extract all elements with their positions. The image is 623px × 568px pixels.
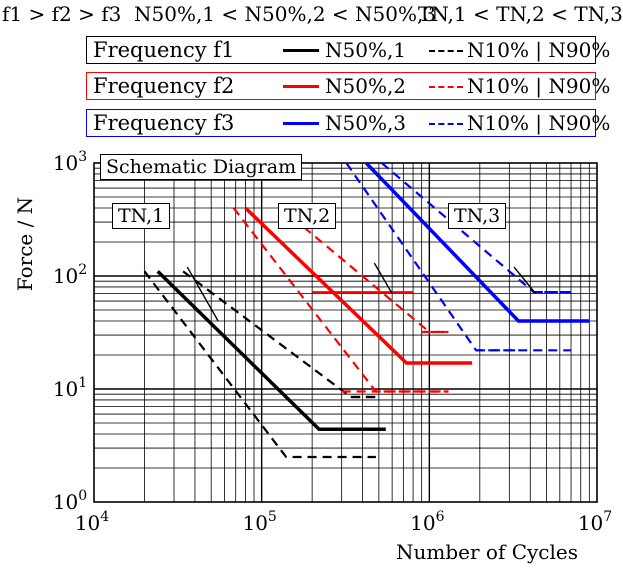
- plot-frame: [93, 162, 598, 503]
- tn3-label: TN,3: [448, 203, 507, 229]
- tn1-label: TN,1: [112, 203, 171, 229]
- legend-solid-line: [283, 85, 319, 88]
- series-line-3: [244, 206, 473, 365]
- y-tick-label: 101: [53, 375, 87, 401]
- series-line-0: [156, 270, 386, 432]
- legend-solid-label: N50%,1: [325, 38, 407, 62]
- x-tick-label: 105: [242, 509, 276, 535]
- x-tick-label: 107: [578, 509, 612, 535]
- series-line-5: [280, 207, 449, 334]
- legend-row-f1: Frequency f1 N50%,1 N10% | N90%: [86, 36, 610, 64]
- y-axis-label: Force / N: [13, 196, 38, 292]
- series-line-2: [182, 270, 376, 399]
- legend-dashed-line: [429, 50, 463, 52]
- tn2-label: TN,2: [278, 203, 337, 229]
- legend-dashed-label: N10% | N90%: [467, 111, 611, 135]
- legend-frequency-label: Frequency f2: [93, 74, 235, 98]
- n50-order: N50%,1 < N50%,2 < N50%,3: [134, 2, 437, 26]
- x-tick-label: 104: [75, 509, 109, 535]
- header-relations: f1 > f2 > f3 N50%,1 < N50%,2 < N50%,3 TN…: [0, 2, 623, 36]
- legend-solid-line: [283, 49, 319, 52]
- legend-dashed-line: [429, 86, 463, 88]
- legend-dashed-label: N10% | N90%: [467, 74, 611, 98]
- legend-solid-line: [283, 122, 319, 125]
- legend-solid-label: N50%,3: [325, 111, 407, 135]
- series-line-1: [143, 270, 376, 459]
- x-tick-label: 106: [410, 509, 444, 535]
- tn-order: TN,1 < TN,2 < TN,3: [418, 2, 623, 26]
- schematic-diagram-label: Schematic Diagram: [100, 154, 303, 180]
- legend-dashed-line: [429, 123, 463, 125]
- y-tick-label: 102: [53, 262, 87, 288]
- legend-frequency-label: Frequency f1: [93, 38, 235, 62]
- series-line-6: [364, 161, 590, 323]
- leader-line-1: [373, 262, 393, 294]
- legend-frequency-label: Frequency f3: [93, 111, 235, 135]
- frequency-order: f1 > f2 > f3: [2, 2, 122, 26]
- x-axis-label: Number of Cycles: [396, 540, 579, 564]
- y-tick-label: 103: [53, 149, 87, 175]
- legend-solid-label: N50%,2: [325, 74, 407, 98]
- legend-row-f2: Frequency f2 N50%,2 N10% | N90%: [86, 72, 610, 100]
- leader-line-2: [513, 266, 537, 294]
- leader-line-0: [186, 266, 219, 322]
- legend-row-f3: Frequency f3 N50%,3 N10% | N90%: [86, 109, 610, 137]
- legend-dashed-label: N10% | N90%: [467, 38, 611, 62]
